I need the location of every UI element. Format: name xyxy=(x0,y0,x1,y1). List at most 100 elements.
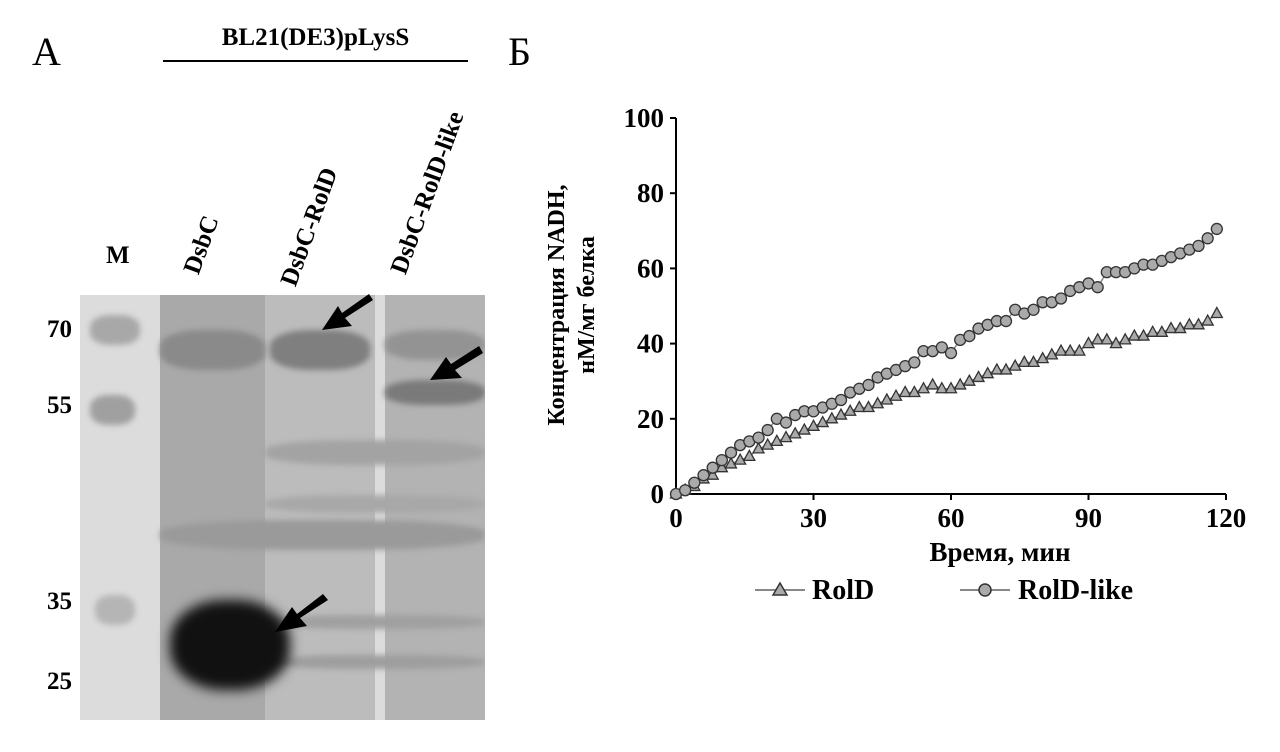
lane-label-marker: M xyxy=(106,242,130,269)
x-axis-label: Время, мин xyxy=(929,537,1071,567)
data-point-RolD xyxy=(1063,343,1077,356)
strain-label: BL21(DE3)pLysS xyxy=(221,24,410,51)
data-point-RolD xyxy=(816,415,830,428)
data-point-RolD-like xyxy=(679,484,692,497)
data-point-RolD-like xyxy=(834,393,848,407)
data-point-RolD-like xyxy=(1054,292,1068,305)
data-point-RolD xyxy=(1045,347,1059,360)
y-tick-label: 60 xyxy=(637,253,664,283)
data-point-RolD xyxy=(1017,355,1031,368)
data-point-RolD xyxy=(1109,336,1123,349)
mw-35: 35 xyxy=(47,588,72,615)
data-point-RolD xyxy=(843,403,857,416)
data-point-RolD-like xyxy=(688,476,701,489)
data-point-RolD xyxy=(916,381,931,394)
data-point-RolD-like xyxy=(752,431,765,444)
arrow-icon xyxy=(322,294,373,330)
data-point-RolD xyxy=(715,460,729,473)
data-point-RolD xyxy=(1072,343,1086,356)
data-point-RolD xyxy=(825,411,839,424)
data-point-RolD-like xyxy=(724,446,738,459)
panel-a-label: А xyxy=(32,29,61,74)
data-point-RolD xyxy=(751,441,766,454)
data-point-RolD-like xyxy=(963,329,976,343)
data-point-RolD xyxy=(880,392,894,405)
arrow-icon xyxy=(430,346,483,380)
strain-divider xyxy=(163,60,468,62)
data-point-RolD xyxy=(779,430,793,443)
data-point-RolD-like xyxy=(999,314,1013,328)
data-point-RolD-like xyxy=(706,461,719,474)
data-point-RolD xyxy=(1164,321,1178,334)
mw-55: 55 xyxy=(47,392,72,419)
data-point-RolD xyxy=(1173,321,1187,334)
data-point-RolD xyxy=(889,388,903,401)
data-point-RolD xyxy=(1136,328,1151,341)
x-tick-label: 120 xyxy=(1206,503,1247,533)
x-tick-label: 90 xyxy=(1075,503,1102,533)
x-tick-label: 0 xyxy=(669,503,683,533)
data-point-RolD xyxy=(1201,313,1215,326)
data-point-RolD-like xyxy=(779,416,793,429)
data-point-RolD xyxy=(1146,324,1160,337)
data-point-RolD xyxy=(706,467,720,480)
panel-b-label: Б xyxy=(508,29,531,74)
data-point-RolD-like xyxy=(1192,239,1205,252)
data-point-RolD-like xyxy=(1201,232,1214,245)
data-point-RolD xyxy=(1026,355,1041,368)
data-point-RolD xyxy=(1155,324,1169,337)
data-point-RolD xyxy=(953,377,967,390)
legend-rold-like-symbol xyxy=(960,583,1010,597)
data-point-RolD-like xyxy=(935,341,948,354)
data-point-RolD-like xyxy=(1027,303,1040,316)
data-point-RolD xyxy=(1054,343,1068,356)
data-point-RolD xyxy=(1118,332,1132,345)
data-point-RolD-like xyxy=(1091,281,1104,294)
data-point-RolD-like xyxy=(761,423,774,437)
gel-arrows xyxy=(275,294,483,632)
legend-rold-label: RolD xyxy=(812,575,875,606)
data-point-RolD xyxy=(1100,332,1114,345)
data-point-RolD xyxy=(724,456,738,469)
legend-rold-symbol xyxy=(755,581,805,596)
data-point-RolD-like xyxy=(1210,222,1223,236)
data-point-RolD xyxy=(971,370,986,383)
data-point-RolD xyxy=(788,426,802,439)
y-tick-label: 20 xyxy=(637,404,664,434)
data-point-RolD-like xyxy=(862,378,875,392)
data-point-RolD xyxy=(1081,336,1096,349)
y-tick-label: 100 xyxy=(624,103,665,133)
y-tick-label: 40 xyxy=(637,329,664,359)
data-point-RolD xyxy=(990,362,1004,375)
data-point-RolD xyxy=(852,400,866,413)
data-point-RolD xyxy=(907,385,921,398)
data-point-RolD xyxy=(861,400,876,413)
data-point-RolD xyxy=(1210,306,1224,319)
data-point-RolD xyxy=(1091,332,1105,345)
legend-rold-like-label: RolD-like xyxy=(1018,575,1134,606)
data-point-RolD xyxy=(761,437,775,450)
sds-page-gel-image xyxy=(80,295,485,720)
data-point-RolD xyxy=(1036,351,1050,364)
data-point-RolD xyxy=(898,385,912,398)
data-point-RolD xyxy=(834,407,848,420)
y-tick-label: 0 xyxy=(651,479,665,509)
data-point-RolD xyxy=(742,449,756,462)
data-point-RolD-like xyxy=(944,346,958,360)
data-point-RolD xyxy=(944,381,958,394)
data-point-RolD xyxy=(999,362,1013,375)
data-point-RolD xyxy=(1008,358,1022,371)
data-point-RolD xyxy=(871,396,885,409)
x-tick-label: 30 xyxy=(800,503,827,533)
data-point-RolD xyxy=(733,452,747,465)
data-point-RolD xyxy=(1182,317,1196,330)
mw-70: 70 xyxy=(47,316,72,343)
data-point-RolD-like xyxy=(697,469,710,482)
data-point-RolD xyxy=(962,373,976,386)
y-tick-label: 80 xyxy=(637,178,664,208)
data-point-RolD xyxy=(935,381,949,394)
mw-25: 25 xyxy=(47,668,72,695)
data-point-RolD-like xyxy=(715,454,728,467)
data-point-RolD xyxy=(981,366,995,379)
